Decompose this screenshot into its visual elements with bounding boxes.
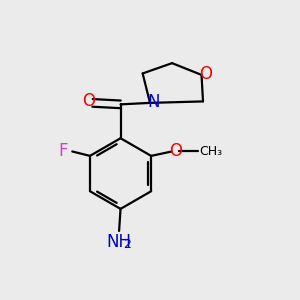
Text: CH₃: CH₃ <box>199 145 222 158</box>
Text: 2: 2 <box>123 238 131 251</box>
Text: O: O <box>200 65 212 83</box>
Text: NH: NH <box>106 233 131 251</box>
Text: N: N <box>147 93 160 111</box>
Text: O: O <box>169 142 182 160</box>
Text: F: F <box>59 142 68 160</box>
Text: O: O <box>82 92 95 110</box>
